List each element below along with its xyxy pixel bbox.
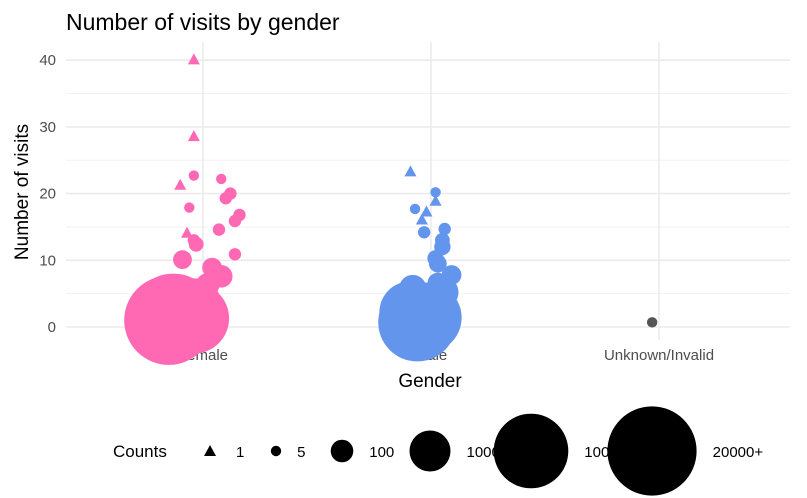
- y-tick-label: 20: [39, 186, 56, 203]
- data-point-triangle: [404, 165, 417, 177]
- data-point: [216, 173, 227, 185]
- data-point: [219, 192, 232, 205]
- data-point: [228, 248, 242, 261]
- y-axis-title: Number of visits: [12, 124, 33, 260]
- data-point: [228, 214, 242, 228]
- data-point: [188, 170, 200, 181]
- legend-label: 5: [297, 444, 305, 461]
- data-point-triangle: [181, 226, 194, 238]
- data-point: [427, 250, 444, 267]
- data-point-triangle: [415, 213, 428, 225]
- data-point: [438, 222, 451, 236]
- data-point: [430, 187, 441, 198]
- data-point: [173, 250, 192, 270]
- data-point: [441, 265, 462, 285]
- data-point: [409, 203, 421, 215]
- legend-label: 1: [236, 444, 244, 461]
- data-point: [202, 257, 223, 278]
- data-point-triangle: [174, 178, 187, 190]
- legend-key-circle: [409, 430, 451, 472]
- data-point: [184, 202, 195, 213]
- y-tick-label: 30: [39, 119, 56, 136]
- legend-title: Counts: [113, 442, 167, 461]
- y-tick-label: 0: [48, 319, 56, 336]
- data-point: [435, 232, 450, 248]
- data-point-triangle: [420, 205, 433, 217]
- data-point: [399, 274, 427, 302]
- legend-key-circle: [493, 413, 569, 489]
- data-points: [124, 53, 658, 365]
- y-tick-label: 40: [39, 52, 56, 69]
- data-point: [212, 223, 226, 236]
- legend-key-triangle: [204, 445, 216, 456]
- legend-label: 100: [369, 444, 394, 461]
- data-point-triangle: [429, 194, 442, 206]
- legend-key-circle: [270, 445, 282, 457]
- legend-key-circle: [330, 439, 354, 463]
- y-tick-label: 10: [39, 252, 56, 269]
- legend: Counts 1 5 100 1000 10000 20000+: [113, 406, 764, 496]
- x-axis-ticks: FemaleMaleUnknown/Invalid: [178, 347, 714, 364]
- legend-label: 1000: [466, 444, 499, 461]
- data-point: [417, 226, 431, 239]
- legend-key-circle: [607, 406, 697, 496]
- data-point: [646, 317, 658, 328]
- data-point-triangle: [187, 130, 200, 142]
- chart-title: Number of visits by gender: [66, 9, 340, 35]
- x-tick-label: Unknown/Invalid: [604, 347, 714, 364]
- y-axis-ticks: 0 10 20 30 40: [39, 52, 56, 336]
- x-axis-title: Gender: [398, 371, 462, 392]
- data-point-triangle: [187, 53, 200, 65]
- legend-label: 20000+: [713, 444, 764, 461]
